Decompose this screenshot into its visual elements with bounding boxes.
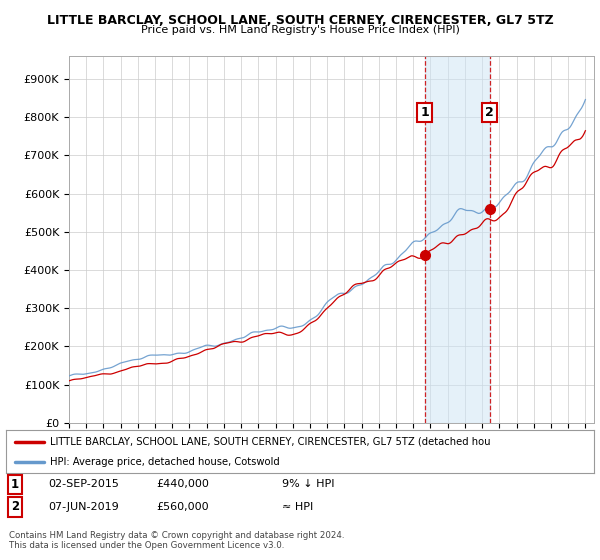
Text: Contains HM Land Registry data © Crown copyright and database right 2024.
This d: Contains HM Land Registry data © Crown c…	[9, 530, 344, 550]
Text: 9% ↓ HPI: 9% ↓ HPI	[282, 479, 335, 489]
Text: £560,000: £560,000	[156, 502, 209, 512]
Text: LITTLE BARCLAY, SCHOOL LANE, SOUTH CERNEY, CIRENCESTER, GL7 5TZ: LITTLE BARCLAY, SCHOOL LANE, SOUTH CERNE…	[47, 14, 553, 27]
Text: 1: 1	[11, 478, 19, 491]
Text: 1: 1	[421, 106, 429, 119]
Text: 07-JUN-2019: 07-JUN-2019	[48, 502, 119, 512]
Text: HPI: Average price, detached house, Cotswold: HPI: Average price, detached house, Cots…	[50, 458, 280, 467]
Text: 2: 2	[485, 106, 494, 119]
Text: 2: 2	[11, 500, 19, 514]
Text: ≈ HPI: ≈ HPI	[282, 502, 313, 512]
Text: Price paid vs. HM Land Registry's House Price Index (HPI): Price paid vs. HM Land Registry's House …	[140, 25, 460, 35]
Text: £440,000: £440,000	[156, 479, 209, 489]
Bar	[425, 56, 490, 423]
Text: 02-SEP-2015: 02-SEP-2015	[48, 479, 119, 489]
Text: LITTLE BARCLAY, SCHOOL LANE, SOUTH CERNEY, CIRENCESTER, GL7 5TZ (detached hou: LITTLE BARCLAY, SCHOOL LANE, SOUTH CERNE…	[50, 437, 491, 447]
